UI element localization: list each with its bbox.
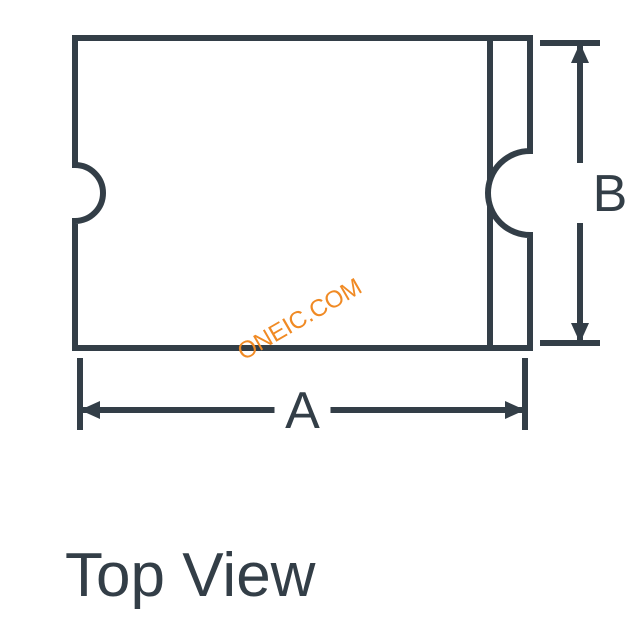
caption-top-view: Top View [65,540,315,611]
dim-b-label: B [593,165,628,223]
dim-a-label: A [285,382,320,440]
